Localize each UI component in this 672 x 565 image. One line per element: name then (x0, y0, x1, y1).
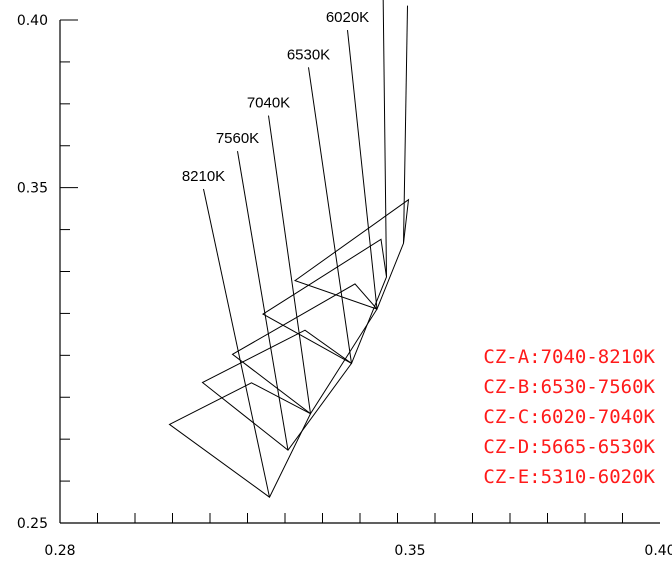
legend-entry-cz-c: CZ-C:6020-7040K (483, 406, 655, 428)
x-tick-label: 0.35 (394, 543, 425, 559)
cct-line-7560k (237, 151, 289, 451)
y-tick-label: 0.40 (17, 13, 48, 29)
legend-entry-cz-b: CZ-B:6530-7560K (483, 376, 655, 398)
bin-cz-b-quadrilateral (201, 329, 353, 451)
cct-line-5310k (403, 5, 408, 244)
cct-line-6530k (308, 67, 352, 364)
legend-entry-cz-e: CZ-E:5310-6020K (483, 466, 655, 488)
x-tick-label: 0.40 (644, 543, 672, 559)
cct-line-7040k (268, 115, 311, 414)
bin-cz-c-quadrilateral (231, 283, 378, 415)
bin-cz-d-quadrilateral (262, 238, 388, 365)
cct-line-6020k (347, 30, 378, 310)
cct-label: 7560K (216, 130, 259, 147)
cct-label: 8210K (182, 168, 225, 185)
legend: CZ-A:7040-8210K CZ-B:6530-7560K CZ-C:6020-… (483, 346, 655, 488)
cct-label: 5310K (386, 0, 429, 2)
bin-cz-a-quadrilateral (168, 382, 312, 498)
bin-cz-e-quadrilateral (293, 198, 410, 310)
cct-label: 6020K (326, 9, 369, 26)
cct-label: 6530K (287, 46, 330, 63)
legend-entry-cz-d: CZ-D:5665-6530K (483, 436, 655, 458)
x-tick-label: 0.28 (44, 543, 75, 559)
cct-line-5665k (382, 0, 387, 277)
plot-area: 8210K7560K7040K6530K6020K5665K5310K (168, 0, 429, 498)
axes: 0.28 0.35 0.40 0.25 0.35 0.40 (17, 13, 672, 559)
y-tick-label: 0.35 (17, 181, 48, 197)
cct-line-8210k (203, 188, 270, 498)
y-tick-label: 0.25 (17, 516, 48, 532)
legend-entry-cz-a: CZ-A:7040-8210K (483, 346, 655, 368)
cct-label: 7040K (247, 95, 290, 112)
